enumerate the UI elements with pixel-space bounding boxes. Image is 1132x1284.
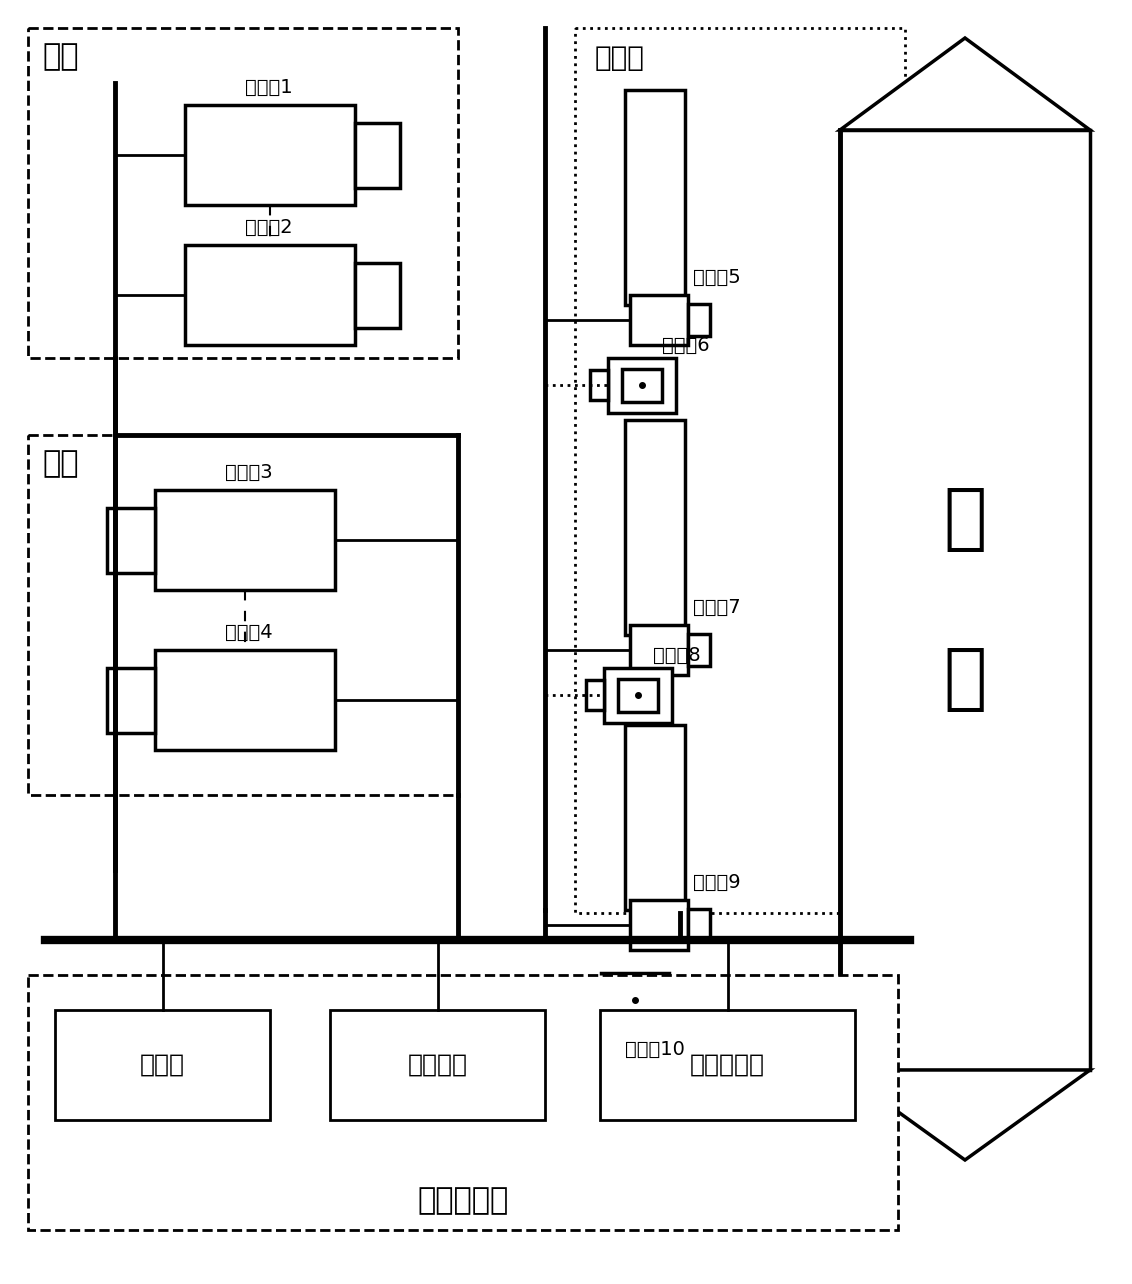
Bar — [583, 985, 601, 1014]
Bar — [108, 668, 155, 732]
Text: 屏蔽门: 屏蔽门 — [595, 44, 645, 72]
Text: 入口: 入口 — [42, 449, 78, 478]
Text: 摄像机5: 摄像机5 — [693, 268, 740, 288]
Bar — [586, 681, 604, 710]
Polygon shape — [840, 1070, 1090, 1159]
Text: 摄像机9: 摄像机9 — [693, 873, 740, 892]
Bar — [621, 369, 662, 402]
Text: 摄像机6: 摄像机6 — [662, 336, 710, 354]
Bar — [688, 909, 710, 941]
Bar — [28, 28, 458, 358]
Text: 摄像机3: 摄像机3 — [225, 464, 273, 482]
Bar — [631, 900, 688, 950]
Text: 摄像机10: 摄像机10 — [625, 1040, 685, 1059]
Bar — [625, 725, 685, 910]
Text: 车: 车 — [943, 646, 987, 714]
Bar — [608, 357, 676, 412]
Text: 处理器: 处理器 — [140, 1053, 185, 1077]
Text: 摄像机8: 摄像机8 — [653, 646, 701, 665]
Bar — [155, 490, 335, 591]
Text: 摄像机7: 摄像机7 — [693, 598, 740, 618]
Text: 数据服务器: 数据服务器 — [691, 1053, 765, 1077]
Bar — [108, 507, 155, 573]
Polygon shape — [840, 39, 1090, 130]
Bar — [618, 678, 659, 711]
Bar — [688, 634, 710, 666]
Bar — [688, 304, 710, 336]
Text: 出口: 出口 — [42, 42, 78, 71]
Bar — [185, 245, 355, 345]
Bar — [631, 295, 688, 345]
Bar — [331, 1011, 544, 1120]
Text: 车站控制室: 车站控制室 — [418, 1186, 508, 1215]
Bar — [625, 420, 685, 636]
Bar — [355, 262, 400, 327]
Text: 摄像机2: 摄像机2 — [245, 218, 293, 238]
Bar — [28, 975, 898, 1230]
Bar — [28, 435, 458, 795]
Text: 操作终端: 操作终端 — [408, 1053, 468, 1077]
Bar — [55, 1011, 271, 1120]
Bar — [631, 625, 688, 675]
Text: 列: 列 — [943, 485, 987, 555]
Bar — [575, 28, 904, 913]
Bar — [185, 105, 355, 205]
Bar — [600, 1011, 855, 1120]
Bar — [601, 972, 669, 1027]
Text: 摄像机1: 摄像机1 — [245, 78, 293, 98]
Bar — [840, 130, 1090, 1070]
Bar — [590, 370, 608, 401]
Text: 摄像机4: 摄像机4 — [225, 623, 273, 642]
Bar — [355, 122, 400, 187]
Bar — [604, 668, 672, 723]
Bar — [625, 90, 685, 306]
Bar — [155, 650, 335, 750]
Bar — [615, 984, 655, 1017]
